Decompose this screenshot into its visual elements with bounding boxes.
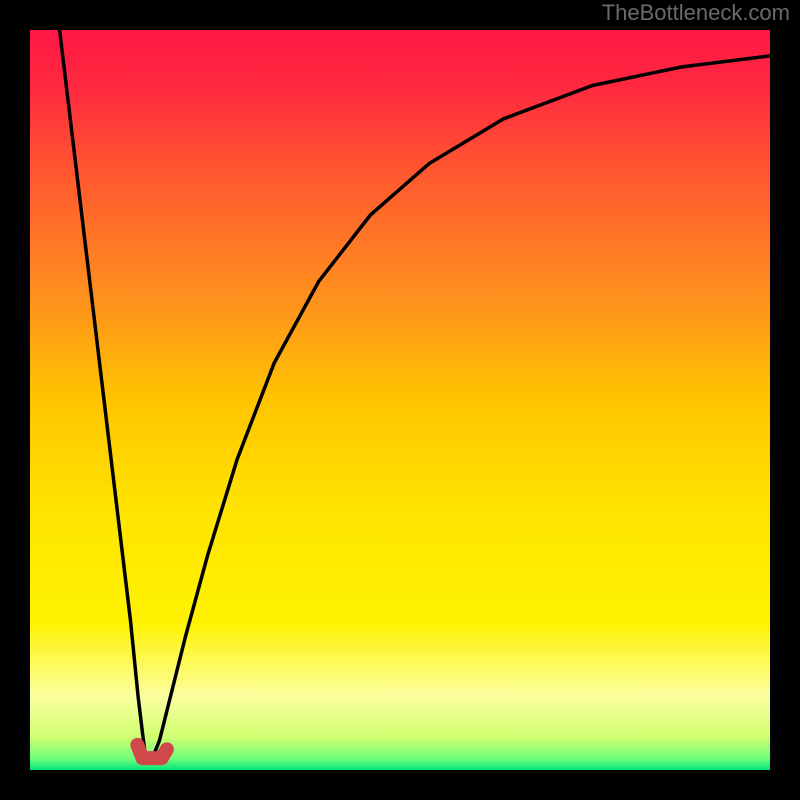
bottleneck-chart [0,0,800,800]
chart-gradient-bg [30,30,770,770]
watermark-text: TheBottleneck.com [602,0,790,26]
